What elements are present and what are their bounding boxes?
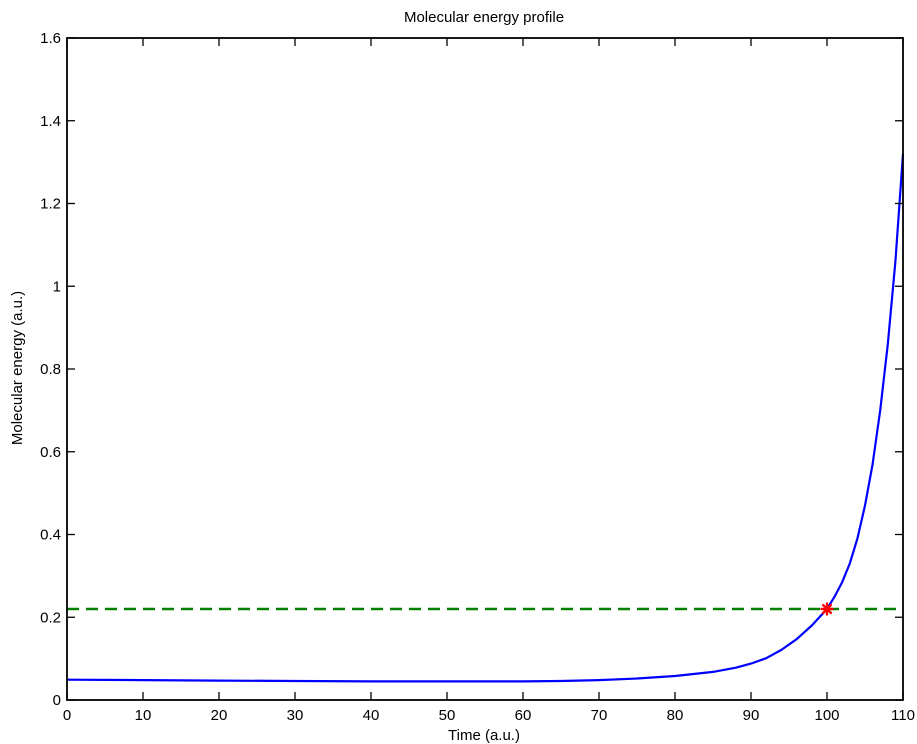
x-tick-label: 80 <box>667 707 684 724</box>
y-tick-label: 1.6 <box>40 30 61 47</box>
x-tick-label: 110 <box>891 707 915 724</box>
x-tick-label: 30 <box>287 707 304 724</box>
y-tick-label: 1 <box>53 278 61 295</box>
x-tick-label: 40 <box>363 707 380 724</box>
intersection-marker <box>820 602 834 616</box>
x-axis-title: Time (a.u.) <box>448 727 520 744</box>
y-tick-label: 0.6 <box>40 444 61 461</box>
axis-ticks: 0 10 20 30 40 50 60 70 80 90 100 110 0 0.2 0.4 0.6 0.8 1 1… <box>40 30 915 724</box>
y-tick-label: 0.2 <box>40 609 61 626</box>
y-axis-title: Molecular energy (a.u.) <box>9 291 26 445</box>
y-tick-label: 1.4 <box>40 113 61 130</box>
x-tick-label: 70 <box>591 707 608 724</box>
x-tick-label: 60 <box>515 707 532 724</box>
x-tick-label: 0 <box>63 707 71 724</box>
y-tick-label: 0 <box>53 692 61 709</box>
chart-title: Molecular energy profile <box>404 9 564 26</box>
y-tick-label: 1.2 <box>40 196 61 213</box>
x-tick-label: 20 <box>211 707 228 724</box>
energy-curve-line <box>66 153 905 683</box>
y-tick-label: 0.4 <box>40 527 61 544</box>
axes-frame <box>66 37 904 701</box>
y-tick-label: 0.8 <box>40 361 61 378</box>
x-tick-label: 90 <box>743 707 760 724</box>
x-tick-label: 10 <box>135 707 152 724</box>
x-tick-label: 100 <box>814 707 839 724</box>
x-tick-label: 50 <box>439 707 456 724</box>
plot-area <box>66 37 905 701</box>
